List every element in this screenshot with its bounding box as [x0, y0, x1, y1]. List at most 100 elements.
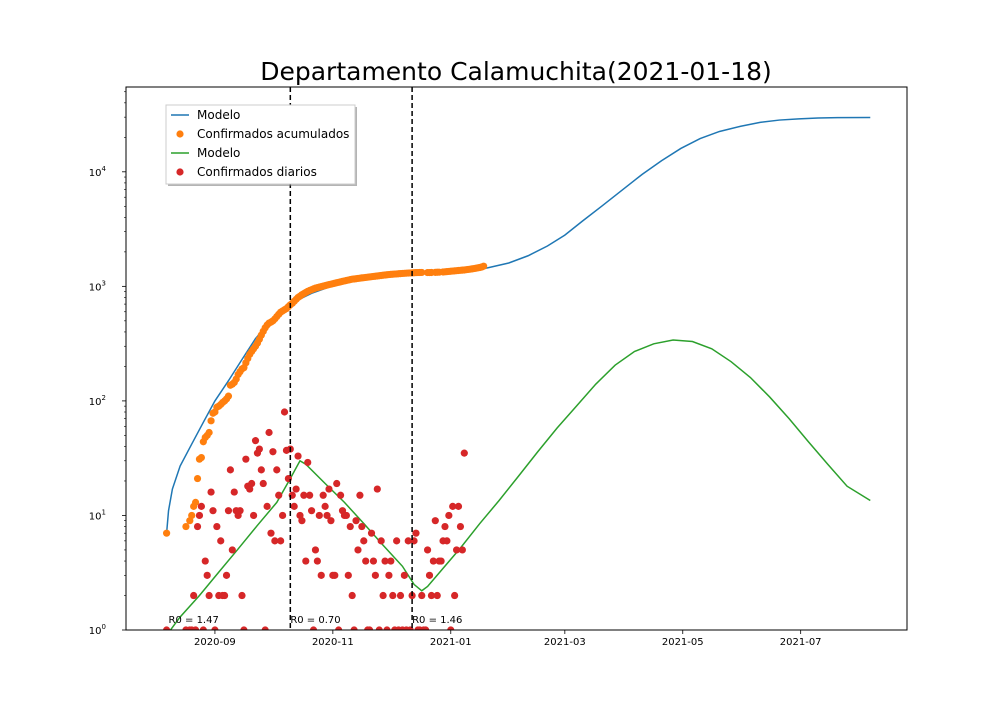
data-point-confirmados-diarios — [346, 522, 354, 531]
data-point-confirmados-diarios — [393, 537, 401, 545]
data-point-confirmados-diarios — [294, 452, 302, 460]
data-point-confirmados-diarios — [356, 491, 364, 499]
data-point-confirmados-diarios — [267, 529, 275, 537]
data-point-confirmados-acumulados — [182, 522, 190, 531]
data-point-confirmados-diarios — [449, 502, 457, 510]
data-point-confirmados-diarios — [238, 591, 246, 600]
data-point-confirmados-diarios — [207, 488, 215, 496]
data-point-confirmados-diarios — [377, 537, 385, 545]
data-point-confirmados-acumulados — [193, 474, 202, 483]
data-point-confirmados-diarios — [437, 557, 445, 565]
data-point-confirmados-diarios — [389, 591, 397, 600]
data-point-confirmados-diarios — [230, 488, 238, 496]
data-point-confirmados-diarios — [425, 571, 434, 579]
legend: Modelo Confirmados acumulados Modelo Confir… — [165, 104, 357, 186]
data-point-confirmados-diarios — [224, 507, 233, 515]
data-point-confirmados-diarios — [342, 511, 350, 520]
series-3-confirmados-diarios — [163, 408, 468, 630]
data-point-confirmados-diarios — [362, 557, 370, 565]
data-point-confirmados-diarios — [309, 626, 318, 630]
data-point-confirmados-diarios — [197, 502, 205, 510]
x-tick-label: 2021-07 — [780, 637, 822, 648]
data-point-confirmados-diarios — [228, 546, 236, 554]
data-point-confirmados-diarios — [381, 557, 389, 565]
legend-label: Confirmados acumulados — [197, 127, 349, 141]
series-1-confirmados-acumulados — [163, 262, 488, 537]
annotation-layer: R0 = 1.47 R0 = 0.70 R0 = 1.46 — [169, 615, 463, 626]
data-point-confirmados-diarios — [354, 546, 362, 554]
data-point-confirmados-diarios — [369, 557, 378, 565]
legend-entry: Confirmados diarios — [176, 165, 317, 179]
data-point-confirmados-diarios — [387, 557, 395, 565]
data-point-confirmados-diarios — [317, 571, 325, 579]
r0-annotation: R0 = 1.47 — [169, 615, 219, 626]
data-point-confirmados-diarios — [277, 537, 285, 545]
y-tick-label: 104 — [89, 165, 107, 179]
data-point-confirmados-diarios — [257, 466, 265, 474]
data-point-confirmados-diarios — [304, 458, 312, 467]
data-point-confirmados-diarios — [418, 591, 426, 600]
plot-area: R0 = 1.47 R0 = 0.70 R0 = 1.46 — [163, 87, 871, 630]
legend-entry: Modelo — [171, 108, 240, 122]
series-line-modelo — [169, 339, 871, 630]
data-point-confirmados-diarios — [255, 445, 263, 453]
data-point-confirmados-diarios — [327, 517, 335, 525]
legend-label: Modelo — [197, 108, 240, 122]
data-point-confirmados-diarios — [278, 511, 287, 520]
data-point-confirmados-acumulados — [480, 262, 488, 270]
data-point-confirmados-diarios — [315, 511, 323, 520]
data-point-confirmados-diarios — [271, 537, 279, 545]
legend-box — [165, 104, 356, 185]
data-point-confirmados-diarios — [263, 502, 271, 510]
y-axis: 100 101 102 103 104 — [89, 91, 126, 637]
data-point-confirmados-diarios — [246, 485, 254, 493]
data-point-confirmados-diarios — [443, 537, 451, 545]
legend-label: Modelo — [197, 146, 240, 160]
data-point-confirmados-diarios — [451, 591, 459, 600]
data-point-confirmados-diarios — [412, 529, 420, 537]
data-point-confirmados-diarios — [306, 491, 314, 499]
data-point-confirmados-diarios — [373, 485, 381, 493]
r0-annotation: R0 = 0.70 — [290, 615, 340, 626]
data-point-confirmados-diarios — [429, 557, 437, 565]
data-point-confirmados-diarios — [431, 517, 439, 525]
data-point-confirmados-acumulados — [207, 417, 215, 425]
data-point-confirmados-diarios — [460, 449, 468, 457]
data-point-confirmados-diarios — [454, 502, 463, 510]
data-point-confirmados-acumulados — [191, 498, 200, 506]
data-point-confirmados-diarios — [348, 591, 356, 600]
data-point-confirmados-diarios — [360, 537, 368, 545]
x-tick-label: 2021-05 — [662, 637, 704, 648]
x-tick-label: 2021-03 — [544, 637, 586, 648]
data-point-confirmados-diarios — [275, 491, 283, 499]
data-point-confirmados-diarios — [307, 507, 316, 515]
data-point-confirmados-acumulados — [418, 268, 426, 277]
y-tick-label: 103 — [89, 279, 106, 293]
data-point-confirmados-diarios — [190, 591, 198, 600]
data-point-confirmados-diarios — [325, 485, 333, 493]
data-point-confirmados-diarios — [458, 546, 466, 554]
data-point-confirmados-acumulados — [163, 529, 171, 537]
series-2-modelo — [169, 339, 871, 630]
legend-entry: Modelo — [171, 146, 240, 160]
data-point-confirmados-diarios — [259, 479, 267, 488]
data-point-confirmados-diarios — [335, 626, 343, 630]
data-point-confirmados-diarios — [298, 517, 306, 525]
data-point-confirmados-diarios — [213, 522, 221, 531]
data-point-confirmados-diarios — [265, 428, 273, 437]
data-point-confirmados-diarios — [319, 491, 327, 499]
data-point-confirmados-diarios — [248, 479, 256, 488]
data-point-confirmados-diarios — [311, 546, 320, 554]
data-point-confirmados-diarios — [367, 529, 376, 537]
data-point-confirmados-diarios — [280, 408, 289, 416]
data-point-confirmados-diarios — [396, 591, 405, 600]
y-tick-label: 100 — [89, 623, 106, 637]
data-point-confirmados-acumulados — [224, 392, 233, 400]
chart-title: Departamento Calamuchita(2021-01-18) — [260, 57, 772, 86]
data-point-confirmados-acumulados — [197, 453, 205, 462]
data-point-confirmados-diarios — [302, 557, 310, 565]
data-point-confirmados-diarios — [313, 557, 321, 565]
data-point-confirmados-diarios — [344, 571, 352, 579]
data-point-confirmados-diarios — [217, 537, 225, 545]
data-point-confirmados-diarios — [321, 502, 329, 510]
